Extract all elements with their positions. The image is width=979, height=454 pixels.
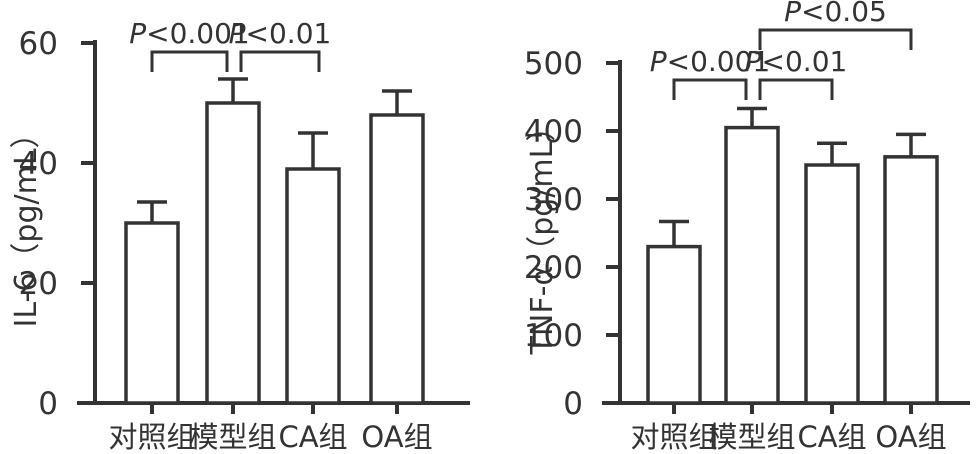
significance-bracket-1 (758, 78, 834, 100)
significance-label-0: P<0.001 (650, 45, 771, 78)
x-category-label-1: 模型组 (189, 420, 276, 454)
x-category-label-2: CA组 (278, 420, 347, 454)
y-tick-label: 400 (524, 114, 583, 150)
significance-bracket-2 (758, 28, 913, 50)
x-category-label-1: 模型组 (708, 420, 795, 454)
significance-label-2: P<0.05 (784, 0, 887, 28)
bar-0 (646, 244, 702, 405)
bar-1 (205, 101, 261, 405)
bar-0 (124, 221, 180, 405)
x-category-label-0: 对照组 (630, 420, 717, 454)
y-axis-label: TNF-α（pg/mL） (525, 112, 560, 356)
x-category-label-3: OA组 (361, 420, 432, 454)
y-tick-label: 0 (563, 386, 583, 422)
x-category-label-3: OA组 (875, 420, 946, 454)
significance-bracket-0 (150, 50, 229, 72)
x-category-label-0: 对照组 (108, 420, 195, 454)
bar-2 (285, 167, 341, 405)
significance-label-1: P<0.01 (229, 17, 332, 50)
y-tick-label: 300 (524, 182, 583, 218)
bar-3 (369, 113, 425, 405)
y-axis-label: IL-6（pg/mL） (9, 118, 44, 327)
x-category-label-2: CA组 (797, 420, 866, 454)
y-tick-label: 60 (19, 26, 58, 62)
y-tick-label: 20 (19, 266, 58, 302)
y-tick-label: 40 (19, 146, 58, 182)
y-tick-label: 500 (524, 46, 583, 82)
significance-bracket-0 (672, 78, 748, 100)
significance-label-1: P<0.01 (745, 45, 848, 78)
significance-label-0: P<0.001 (129, 17, 250, 50)
y-tick-label: 200 (524, 250, 583, 286)
y-tick-label: 100 (524, 318, 583, 354)
bar-2 (804, 163, 860, 405)
significance-bracket-1 (239, 50, 321, 72)
y-tick-label: 0 (38, 386, 58, 422)
bar-1 (724, 125, 780, 405)
bar-3 (883, 155, 939, 405)
